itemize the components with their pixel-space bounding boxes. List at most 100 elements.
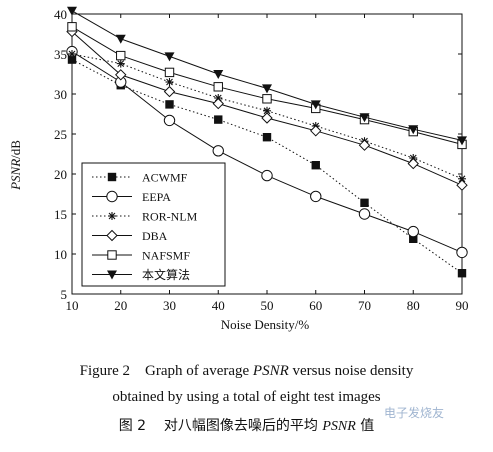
- data-point: [408, 125, 419, 135]
- data-point: [409, 234, 418, 243]
- data-point: [116, 59, 125, 68]
- series-2: [68, 50, 466, 183]
- data-point: [358, 139, 371, 151]
- legend-item: ROR-NLM: [92, 210, 198, 224]
- x-tick-label: 30: [163, 298, 176, 313]
- legend-label: DBA: [142, 229, 168, 243]
- series-layer: [66, 6, 468, 278]
- caption-line3-prefix: 图 2 对八幅图像去噪后的平均: [118, 418, 323, 434]
- data-point: [456, 179, 468, 191]
- data-point: [115, 34, 126, 44]
- y-tick-label: 25: [54, 127, 67, 142]
- series-line: [71, 53, 463, 180]
- legend-item: DBA: [92, 229, 168, 243]
- data-point: [457, 136, 467, 146]
- legend-item: NAFSMF: [92, 249, 190, 263]
- data-point: [310, 190, 322, 203]
- data-point: [212, 145, 224, 157]
- caption-line3-italic: PSNR: [322, 419, 356, 434]
- data-point: [262, 133, 272, 142]
- caption-english-line2: obtained by using a total of eight test …: [112, 389, 381, 405]
- data-point: [458, 174, 466, 183]
- y-axis-label: PSNR/dB: [8, 140, 23, 191]
- data-point: [164, 52, 175, 62]
- data-point: [214, 115, 223, 124]
- x-tick-label: 80: [407, 298, 420, 313]
- data-point: [358, 208, 371, 220]
- legend-label: 本文算法: [142, 267, 190, 282]
- x-tick-label: 90: [456, 298, 469, 313]
- data-point: [261, 169, 273, 182]
- caption-line1-suffix: versus noise density: [288, 363, 414, 379]
- legend-marker: [107, 270, 117, 280]
- data-point: [311, 161, 320, 170]
- data-point: [67, 6, 77, 16]
- x-tick-label: 50: [261, 298, 274, 313]
- data-point: [67, 22, 77, 32]
- data-point: [310, 100, 321, 110]
- data-point: [213, 70, 224, 79]
- legend-label: NAFSMF: [142, 249, 190, 263]
- legend: ACWMF EEPA ROR-NLM DBA NAFSMF 本文算法: [81, 162, 226, 287]
- data-point: [163, 85, 176, 98]
- caption-line1-prefix: Figure 2 Graph of average: [79, 363, 253, 379]
- y-label-quantity: PSNR: [8, 159, 23, 191]
- y-tick-label: 30: [54, 87, 67, 102]
- legend-marker: [107, 172, 117, 182]
- data-point: [116, 50, 126, 61]
- data-point: [263, 106, 271, 115]
- series-3: [66, 25, 468, 191]
- data-point: [115, 69, 127, 81]
- data-point: [360, 198, 369, 207]
- y-tick-label: 35: [54, 47, 67, 62]
- data-point: [68, 50, 76, 58]
- legend-item: 本文算法: [92, 267, 190, 282]
- data-point: [359, 113, 370, 123]
- data-point: [407, 225, 419, 238]
- x-tick-label: 70: [358, 298, 371, 313]
- y-tick-label: 10: [54, 247, 67, 262]
- legend-marker: [107, 250, 117, 260]
- y-tick-label: 40: [54, 7, 67, 22]
- data-point: [456, 246, 468, 259]
- data-point: [310, 125, 322, 137]
- watermark-logo: 电子发烧友: [384, 406, 445, 420]
- legend-label: ACWMF: [142, 171, 188, 185]
- caption-line1-italic: PSNR: [252, 363, 289, 379]
- data-point: [165, 78, 174, 86]
- data-point: [457, 269, 467, 278]
- x-tick-label: 10: [66, 298, 79, 313]
- series-0: [67, 55, 467, 278]
- legend-marker: [108, 212, 116, 220]
- series-5: [67, 6, 467, 146]
- x-tick-label: 20: [114, 298, 127, 313]
- caption-chinese-line: 图 2 对八幅图像去噪后的平均 PSNR 值: [0, 416, 493, 437]
- data-point: [165, 100, 174, 109]
- legend-marker: [106, 229, 118, 242]
- data-point: [212, 97, 224, 110]
- data-point: [262, 94, 272, 104]
- legend-label: EEPA: [142, 190, 171, 204]
- data-point: [163, 114, 176, 127]
- caption-line3-suffix: 值: [355, 418, 375, 434]
- data-point: [261, 112, 273, 124]
- data-point: [407, 157, 419, 170]
- caption-english-line1: Figure 2 Graph of average PSNR versus no…: [0, 361, 493, 381]
- series-line: [71, 59, 463, 274]
- y-tick-label: 5: [61, 287, 68, 302]
- x-tick-label: 60: [309, 298, 322, 313]
- data-point: [213, 82, 223, 92]
- x-axis-label: Noise Density/%: [221, 317, 310, 332]
- legend-marker: [106, 190, 118, 203]
- data-point: [164, 67, 175, 78]
- data-point: [67, 55, 77, 64]
- legend-item: ACWMF: [92, 171, 188, 185]
- legend-item: EEPA: [92, 190, 171, 204]
- data-point: [262, 84, 272, 94]
- legend-box: [81, 162, 226, 287]
- y-tick-label: 20: [54, 167, 67, 182]
- legend-label: ROR-NLM: [142, 210, 198, 224]
- x-tick-label: 40: [212, 298, 225, 313]
